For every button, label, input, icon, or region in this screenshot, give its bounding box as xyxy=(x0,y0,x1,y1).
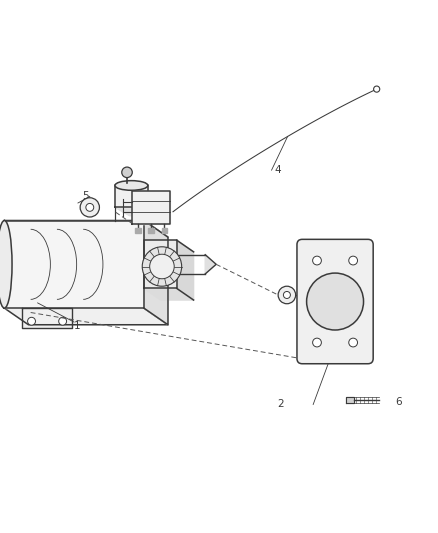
Circle shape xyxy=(278,286,296,304)
Circle shape xyxy=(150,254,174,279)
Circle shape xyxy=(349,338,357,347)
Circle shape xyxy=(59,317,67,325)
Ellipse shape xyxy=(0,221,12,308)
Circle shape xyxy=(122,167,132,177)
Polygon shape xyxy=(162,228,167,232)
Circle shape xyxy=(283,292,290,298)
Circle shape xyxy=(28,317,35,325)
Polygon shape xyxy=(148,228,154,232)
Text: 5: 5 xyxy=(82,191,89,201)
Polygon shape xyxy=(144,240,177,288)
Circle shape xyxy=(86,204,94,211)
Circle shape xyxy=(374,86,380,92)
Circle shape xyxy=(349,256,357,265)
Circle shape xyxy=(313,338,321,347)
Polygon shape xyxy=(22,308,72,328)
Text: 3: 3 xyxy=(307,272,314,282)
Polygon shape xyxy=(135,228,141,232)
Polygon shape xyxy=(4,221,168,237)
Polygon shape xyxy=(115,185,148,207)
Polygon shape xyxy=(132,191,170,224)
Text: 2: 2 xyxy=(277,399,284,409)
Circle shape xyxy=(307,273,364,330)
Polygon shape xyxy=(144,221,168,325)
Text: 1: 1 xyxy=(73,321,80,330)
Circle shape xyxy=(313,256,321,265)
FancyBboxPatch shape xyxy=(297,239,373,364)
Polygon shape xyxy=(144,288,194,300)
Ellipse shape xyxy=(115,181,148,190)
Circle shape xyxy=(80,198,99,217)
Text: 6: 6 xyxy=(395,397,402,407)
Text: 4: 4 xyxy=(275,165,282,175)
Polygon shape xyxy=(4,308,168,325)
Polygon shape xyxy=(115,207,162,216)
Polygon shape xyxy=(4,221,144,308)
Polygon shape xyxy=(177,240,194,300)
Polygon shape xyxy=(205,255,216,274)
Circle shape xyxy=(142,247,182,286)
Polygon shape xyxy=(346,397,354,403)
